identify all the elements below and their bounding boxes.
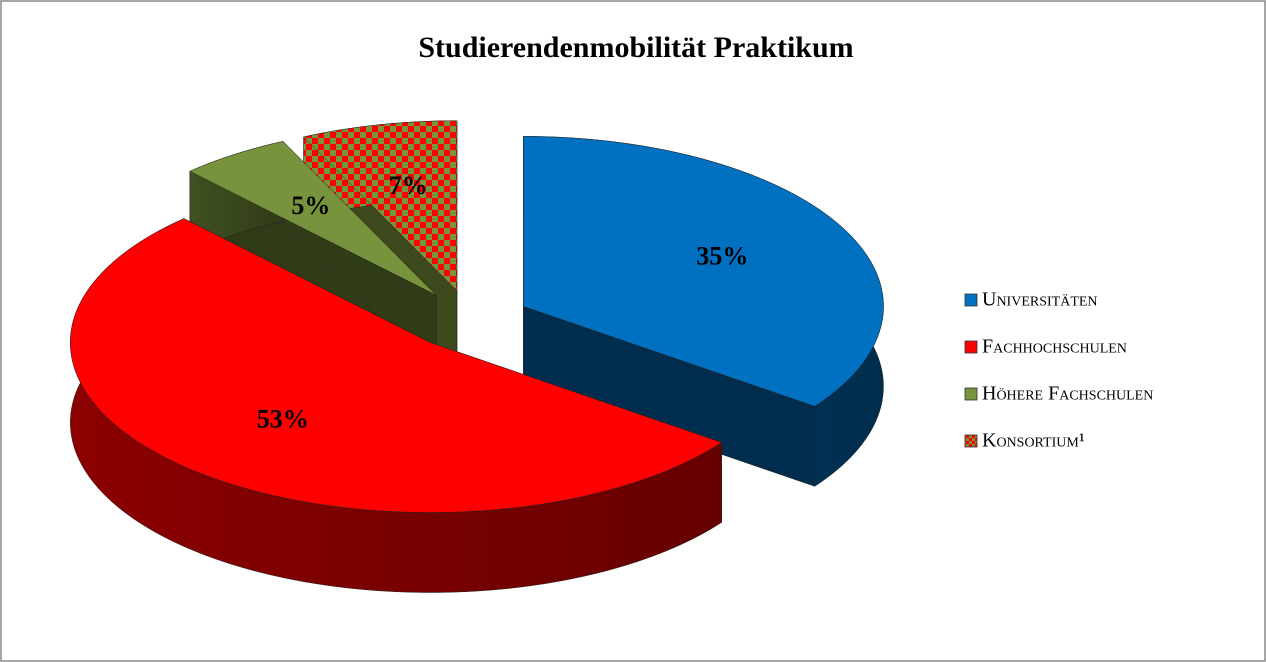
- chart-title: Studierendenmobilität Praktikum: [418, 31, 853, 64]
- legend-label: Universitäten: [982, 289, 1098, 311]
- slice: [523, 136, 884, 487]
- legend-swatch: [964, 340, 978, 354]
- data-label: 5%: [291, 191, 330, 220]
- legend-swatch: [964, 387, 978, 401]
- slice: [70, 218, 723, 593]
- data-label: 35%: [696, 241, 748, 270]
- data-label: 7%: [389, 171, 428, 200]
- slice-top: [303, 120, 458, 292]
- legend-swatch: [964, 434, 978, 448]
- slice-top: [523, 136, 884, 407]
- legend-label: Konsortium¹: [982, 430, 1085, 452]
- legend-label: Fachhochschulen: [982, 336, 1127, 358]
- data-label: 53%: [257, 405, 309, 434]
- slice-top: [70, 218, 723, 513]
- legend-swatch: [964, 293, 978, 307]
- legend: Universitäten Fachhochschulen Höhere Fachs…: [964, 289, 1153, 452]
- slice-top: [189, 141, 437, 296]
- legend-label: Höhere Fachschulen: [982, 383, 1153, 405]
- pie: 35% 53% 5% 7%: [70, 120, 884, 593]
